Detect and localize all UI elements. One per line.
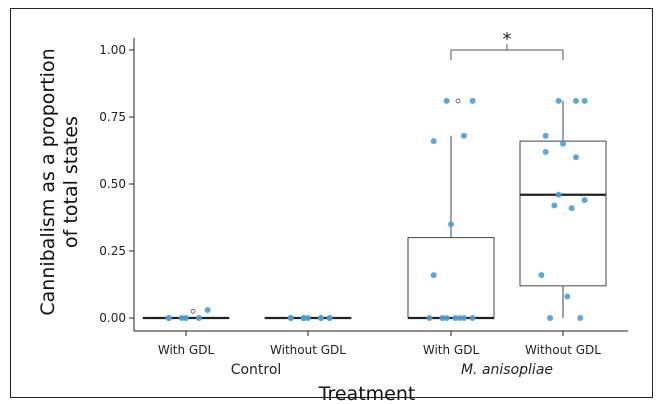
data-point [456,315,463,321]
x-tick-label: With GDL [158,343,215,357]
x-axis-label: Treatment [318,383,416,404]
data-point [426,315,433,321]
box-group [407,98,495,320]
data-point [448,221,454,228]
y-ticks: 0.00 0.25 0.50 0.75 1.00 [99,43,134,325]
group-label-m-anisopliae: M. anisopliae [461,362,553,378]
outlier-marker [190,308,196,314]
data-point [195,315,202,321]
data-point [443,315,450,321]
data-point [178,315,185,321]
data-point [439,315,446,321]
significance-bracket: * [450,29,564,60]
data-points [165,97,588,321]
y-tick-label: 0.75 [99,110,126,124]
data-point [460,132,467,139]
significance-star: * [503,29,512,50]
data-point [581,97,588,104]
data-point [204,306,211,313]
data-point [572,97,579,104]
y-tick-label: 0.50 [99,177,126,191]
boxes [142,98,607,320]
data-point [443,97,450,104]
data-point [430,272,437,279]
data-point [547,315,554,321]
data-point [555,97,562,104]
y-axis-label-line2: of total states [60,116,82,248]
y-tick-label: 0.25 [99,244,126,258]
data-point [452,315,459,321]
data-point [287,315,294,321]
data-point [551,202,558,209]
x-ticks: With GDL Without GDL With GDL Without GDL [158,331,601,357]
x-tick-label: Without GDL [270,343,346,357]
data-point [555,191,562,198]
y-axis-label-line1: Cannibalism as a proportion [37,48,59,315]
data-point [581,197,588,204]
data-point [469,315,476,321]
data-point [165,315,172,321]
data-point [326,315,333,321]
data-point [572,154,579,161]
data-point [317,315,324,321]
data-point [430,138,437,145]
data-point [183,315,189,321]
data-point [568,205,575,212]
data-point [564,293,571,300]
x-tick-label: With GDL [423,343,480,357]
data-point [460,315,467,321]
outlier-marker [455,98,461,104]
bracket-line [450,49,564,60]
y-tick-label: 1.00 [99,43,126,57]
x-tick-label: Without GDL [525,343,601,357]
data-point [469,97,476,104]
data-point [542,148,549,155]
data-point [560,140,566,147]
box-group [519,100,607,318]
y-tick-label: 0.00 [99,311,126,325]
box-iqr [407,237,495,319]
data-point [538,272,545,279]
data-point [305,315,311,321]
group-label-control: Control [231,362,282,378]
data-point [577,315,584,321]
box-iqr [519,140,607,287]
data-point [300,315,307,321]
data-point [542,132,549,139]
